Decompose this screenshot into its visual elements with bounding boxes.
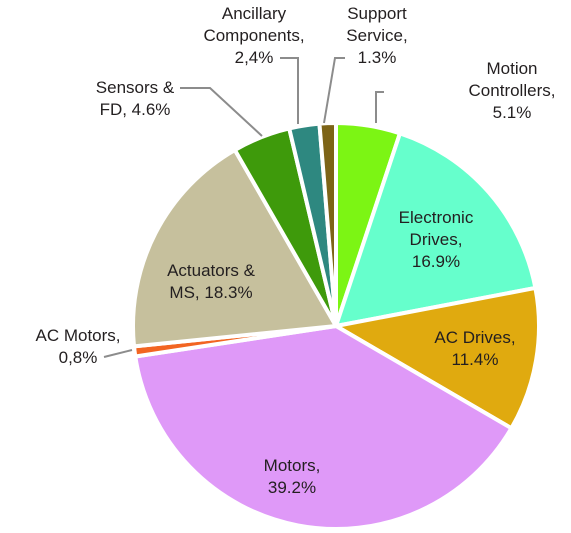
slice-label-0-line-2: 5.1% (493, 103, 532, 122)
slice-label-2: AC Drives, 11.4% (434, 328, 515, 369)
slice-label-5-line-1: MS, 18.3% (169, 283, 252, 302)
slice-label-7-line-0: Ancillary (222, 4, 287, 23)
slice-label-8-line-2: 1.3% (358, 48, 397, 67)
slice-label-2-line-0: AC Drives, (434, 328, 515, 347)
leader-line-6 (180, 87, 263, 137)
slice-label-3-line-0: Motors, (264, 456, 321, 475)
pie-slices (131, 121, 541, 531)
slice-label-4-line-1: 0,8% (59, 348, 98, 367)
slice-label-8: Support Service, 1.3% (346, 4, 407, 67)
slice-label-5-line-0: Actuators & (167, 261, 256, 280)
slice-label-8-line-1: Service, (346, 26, 407, 45)
slice-label-3: Motors, 39.2% (264, 456, 321, 497)
slice-label-7-line-2: 2,4% (235, 48, 274, 67)
slice-label-1: Electronic Drives, 16.9% (399, 208, 474, 271)
pie-slice-2 (334, 285, 541, 431)
slice-label-3-line-1: 39.2% (268, 478, 316, 497)
leader-lines (103, 57, 384, 358)
slice-label-6: Sensors & FD, 4.6% (96, 78, 175, 119)
slice-label-0: Motion Controllers, 5.1% (469, 59, 556, 122)
slice-label-5: Actuators & MS, 18.3% (167, 261, 256, 302)
slice-label-4-line-0: AC Motors, (35, 326, 120, 345)
slice-label-4: AC Motors, 0,8% (35, 326, 120, 367)
slice-label-6-line-0: Sensors & (96, 78, 175, 97)
slice-label-1-line-0: Electronic (399, 208, 474, 227)
slice-label-2-line-1: 11.4% (452, 350, 499, 369)
pie-slice-3 (133, 324, 514, 531)
leader-line-8 (323, 57, 345, 124)
leader-line-7 (280, 57, 299, 124)
slice-label-0-line-0: Motion (486, 59, 537, 78)
slice-label-8-line-0: Support (347, 4, 407, 23)
slice-label-1-line-1: Drives, (410, 230, 463, 249)
slice-labels: Motion Controllers, 5.1% Electronic Drives, 1… (35, 4, 555, 497)
pie-slice-1 (334, 131, 538, 328)
slice-label-6-line-1: FD, 4.6% (100, 100, 171, 119)
slice-label-0-line-1: Controllers, (469, 81, 556, 100)
leader-line-4 (103, 349, 133, 358)
slice-label-1-line-2: 16.9% (412, 252, 460, 271)
slice-label-7-line-1: Components, (203, 26, 304, 45)
slice-label-7: Ancillary Components, 2,4% (203, 4, 304, 67)
pie-slice-8 (317, 121, 338, 328)
pie-slice-5 (131, 147, 338, 349)
leader-line-0 (375, 91, 384, 123)
